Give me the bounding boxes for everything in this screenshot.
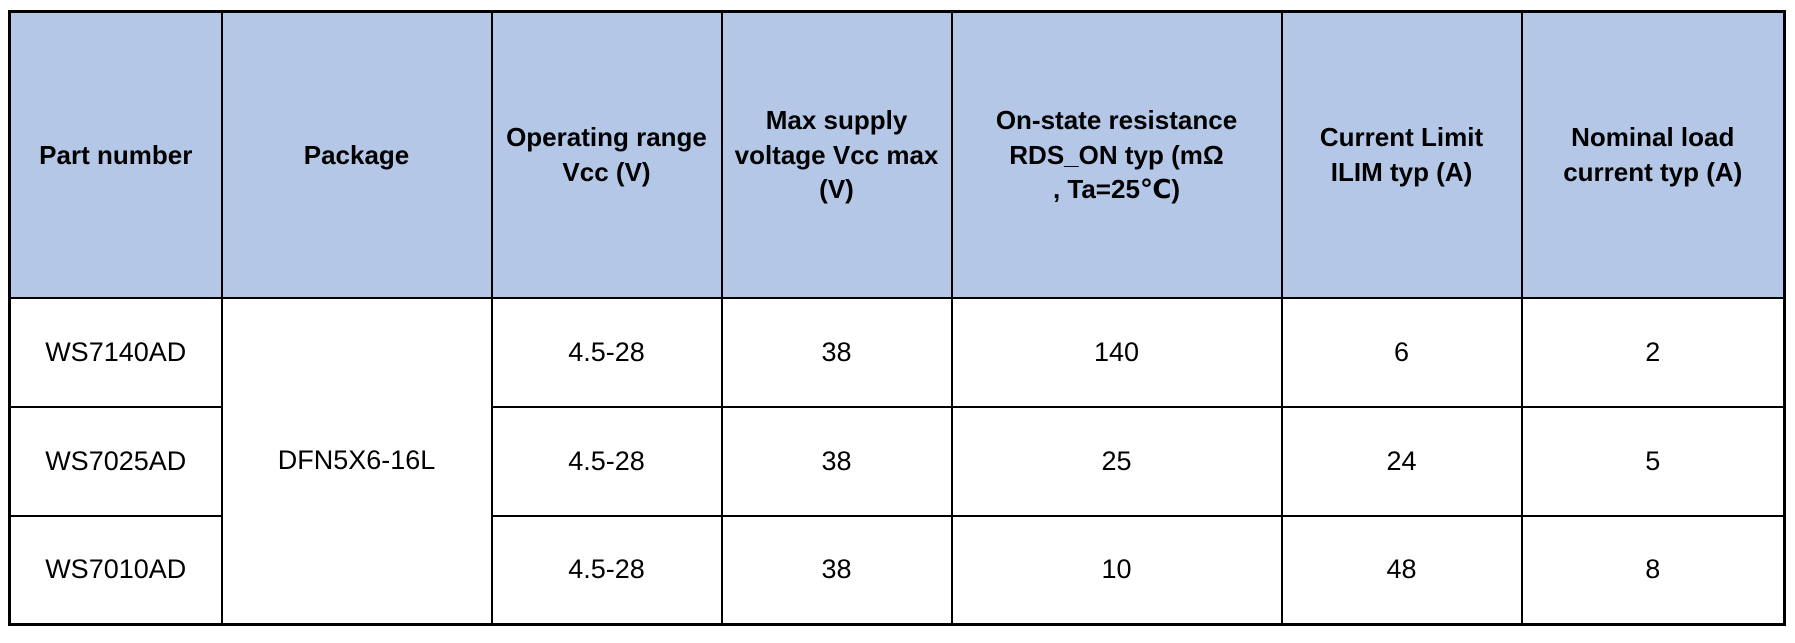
cell-rds-on-typ: 25 xyxy=(950,405,1283,517)
cell-nominal-load-current: 5 xyxy=(1520,405,1786,517)
cell-operating-range: 4.5-28 xyxy=(490,405,723,517)
header-max-supply-voltage: Max supply voltage Vcc max (V) xyxy=(720,10,953,299)
cell-max-supply-voltage: 38 xyxy=(720,514,953,626)
cell-rds-on-typ: 140 xyxy=(950,296,1283,408)
cell-max-supply-voltage: 38 xyxy=(720,296,953,408)
cell-nominal-load-current: 2 xyxy=(1520,296,1786,408)
cell-max-supply-voltage: 38 xyxy=(720,405,953,517)
cell-rds-on-typ: 10 xyxy=(950,514,1283,626)
cell-part-number: WS7025AD xyxy=(8,405,223,517)
cell-part-number: WS7140AD xyxy=(8,296,223,408)
cell-operating-range: 4.5-28 xyxy=(490,296,723,408)
header-part-number: Part number xyxy=(8,10,223,299)
cell-nominal-load-current: 8 xyxy=(1520,514,1786,626)
header-package: Package xyxy=(220,10,493,299)
header-current-limit: Current Limit ILIM typ (A) xyxy=(1280,10,1523,299)
table-row: WS7010AD 4.5-28 38 10 48 8 xyxy=(8,514,1786,626)
cell-ilim-typ: 24 xyxy=(1280,405,1523,517)
table-row: WS7025AD 4.5-28 38 25 24 5 xyxy=(8,405,1786,517)
cell-ilim-typ: 6 xyxy=(1280,296,1523,408)
header-nominal-load-current: Nominal load current typ (A) xyxy=(1520,10,1786,299)
product-selection-table: Part number Package Operating range Vcc … xyxy=(8,10,1786,626)
cell-package-merged: DFN5X6-16L xyxy=(220,296,493,626)
header-operating-range: Operating range Vcc (V) xyxy=(490,10,723,299)
cell-ilim-typ: 48 xyxy=(1280,514,1523,626)
cell-operating-range: 4.5-28 xyxy=(490,514,723,626)
table-body: WS7140AD DFN5X6-16L 4.5-28 38 140 6 2 WS… xyxy=(8,296,1786,626)
cell-part-number: WS7010AD xyxy=(8,514,223,626)
table-row: WS7140AD DFN5X6-16L 4.5-28 38 140 6 2 xyxy=(8,296,1786,626)
table-header: Part number Package Operating range Vcc … xyxy=(8,10,1786,299)
header-row: Part number Package Operating range Vcc … xyxy=(8,10,1786,299)
header-on-state-resistance: On-state resistance RDS_ON typ (mΩ , Ta=… xyxy=(950,10,1283,299)
